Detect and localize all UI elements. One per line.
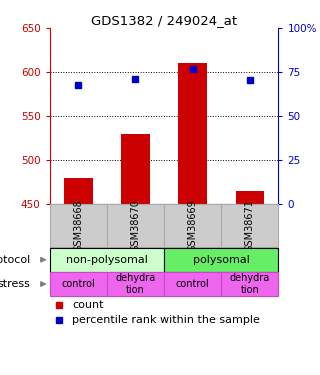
Text: dehydra
tion: dehydra tion — [115, 273, 156, 295]
Text: count: count — [73, 300, 104, 310]
Text: GSM38670: GSM38670 — [131, 200, 140, 252]
Text: control: control — [61, 279, 95, 289]
Bar — [164, 204, 221, 248]
Bar — [178, 63, 207, 204]
Bar — [107, 204, 164, 248]
Bar — [236, 191, 264, 204]
Text: GSM38668: GSM38668 — [73, 200, 83, 252]
Bar — [50, 272, 107, 296]
Bar — [50, 204, 107, 248]
Bar — [164, 272, 221, 296]
Text: control: control — [176, 279, 210, 289]
Text: non-polysomal: non-polysomal — [66, 255, 148, 265]
Bar — [164, 248, 278, 272]
Bar — [64, 178, 92, 204]
Text: stress: stress — [0, 279, 30, 289]
Text: dehydra
tion: dehydra tion — [230, 273, 270, 295]
Bar — [50, 248, 164, 272]
Text: protocol: protocol — [0, 255, 30, 265]
Bar — [107, 272, 164, 296]
Text: percentile rank within the sample: percentile rank within the sample — [73, 315, 260, 325]
Text: polysomal: polysomal — [193, 255, 250, 265]
Text: GSM38671: GSM38671 — [245, 200, 255, 252]
Bar — [221, 204, 278, 248]
Text: GSM38669: GSM38669 — [188, 200, 198, 252]
Title: GDS1382 / 249024_at: GDS1382 / 249024_at — [91, 14, 237, 27]
Bar — [221, 272, 278, 296]
Bar — [121, 134, 150, 204]
